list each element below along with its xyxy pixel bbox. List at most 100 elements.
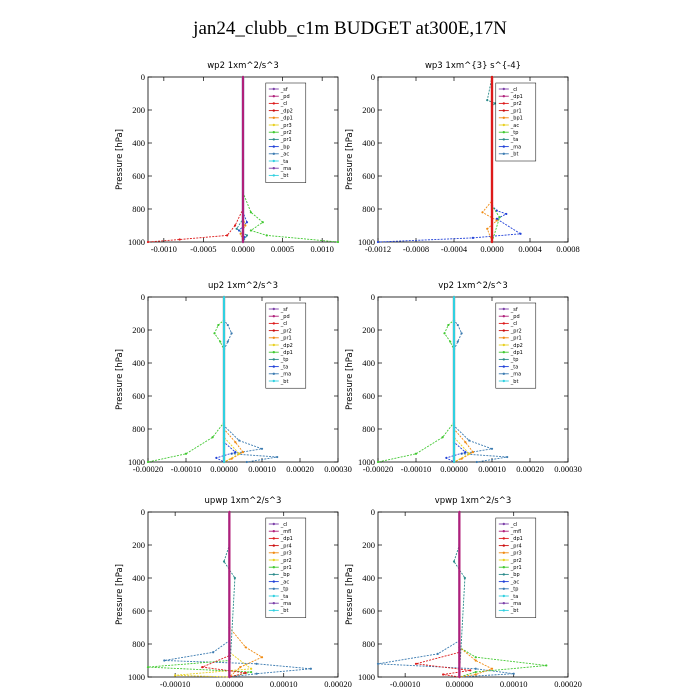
legend-entry: _ta	[280, 159, 289, 165]
legend-marker	[502, 587, 505, 590]
legend-entry: _pr1	[280, 336, 292, 342]
series-line-ac	[223, 512, 236, 678]
legend-marker	[272, 131, 275, 134]
y-axis-label: Pressure [hPa]	[345, 129, 355, 190]
legend-marker	[272, 365, 275, 368]
y-tick-label: 1000	[358, 672, 375, 682]
y-axis-label: Pressure [hPa]	[345, 349, 355, 410]
legend-marker	[272, 379, 275, 383]
legend-box	[495, 517, 537, 618]
legend-entry: _dp2	[280, 108, 293, 114]
data-point-pr1	[490, 667, 494, 670]
y-tick-label: 400	[132, 573, 145, 583]
legend-marker	[502, 351, 505, 354]
y-tick-label: 1000	[358, 457, 375, 467]
legend-marker	[272, 594, 275, 598]
legend-marker	[272, 123, 275, 127]
legend-marker	[272, 167, 275, 170]
data-point-pr2	[239, 232, 242, 235]
x-tick-label: 0.00000	[210, 464, 238, 474]
y-tick-label: 200	[362, 540, 375, 550]
panel-wp2: wp2 1xm^2/s^3 Pressure [hPa] 0 200 400 600 800…	[115, 61, 340, 254]
legend-entry: _ac	[280, 579, 290, 585]
legend-entry: _pd	[280, 314, 290, 320]
legend-entry: _pr1	[280, 137, 292, 143]
x-tick-label: 0.00030	[554, 464, 582, 474]
data-point-tp	[456, 323, 459, 327]
data-point-dp1	[449, 340, 452, 343]
x-tick-label: -0.0005	[190, 244, 216, 254]
data-point-tp	[276, 455, 279, 459]
y-tick-label: 0	[371, 292, 375, 302]
legend-marker	[272, 580, 275, 583]
plot-frame	[147, 296, 339, 463]
y-tick-label: 1000	[128, 672, 145, 682]
legend-entry: _tp	[280, 357, 289, 363]
legend-entry: _ma	[510, 144, 521, 150]
legend-entry: _bp	[280, 572, 290, 578]
data-point-pr2	[481, 211, 484, 214]
legend-marker	[502, 551, 505, 554]
legend-marker	[272, 558, 275, 562]
y-tick-label: 600	[362, 606, 375, 616]
y-tick-label: 400	[132, 358, 145, 368]
y-tick-label: 400	[362, 138, 375, 148]
data-point-dp1	[211, 436, 214, 439]
series-line-dp1	[377, 297, 455, 463]
legend-marker	[502, 87, 505, 91]
series-line-pr1	[453, 297, 474, 463]
y-tick-label: 0	[141, 507, 145, 517]
legend-marker	[272, 95, 275, 98]
legend-marker	[502, 580, 505, 583]
series-line-ac	[453, 512, 466, 678]
data-point-tp	[456, 340, 459, 343]
legend-entry: _ta	[510, 137, 519, 143]
legend-entry: _tp	[510, 587, 519, 593]
legend-entry: _ac	[280, 152, 290, 158]
legend-entry: _pr4	[280, 543, 292, 549]
plot-frame	[147, 511, 339, 678]
panel-vpwp: vpwp 1xm^2/s^3 Pressure [hPa] 0 200 400 600 80…	[345, 496, 582, 689]
legend-marker	[272, 372, 275, 375]
legend-entry: _mfl	[510, 529, 522, 535]
legend-marker	[502, 558, 505, 562]
legend-marker	[502, 609, 505, 612]
y-axis-label: Pressure [hPa]	[115, 349, 125, 410]
legend-entry: _cl	[510, 87, 518, 93]
legend-marker	[502, 329, 505, 332]
data-point-tp	[475, 460, 478, 464]
data-point-tp	[245, 460, 248, 464]
data-point-pr1	[244, 646, 247, 649]
legend-marker	[502, 566, 505, 569]
legend-marker	[272, 174, 275, 177]
legend-marker	[502, 365, 505, 368]
panel-title: up2 1xm^2/s^3	[208, 281, 278, 291]
data-point-dp1	[233, 224, 237, 227]
legend-entry: _cl	[280, 522, 288, 528]
series-line-pr2	[481, 77, 498, 243]
data-point-dp1	[226, 234, 229, 237]
x-tick-label: 0.00010	[270, 679, 298, 689]
data-point-pr1	[261, 221, 264, 224]
data-point-pr1	[230, 457, 233, 460]
data-point-pr1	[234, 441, 237, 444]
legend-entry: _pr2	[510, 328, 522, 334]
x-tick-label: 0.00010	[478, 464, 506, 474]
data-point-ac	[245, 234, 249, 237]
data-point-ta	[505, 212, 508, 216]
data-point-tp	[376, 662, 380, 665]
legend-marker	[502, 123, 505, 127]
data-point-pr1	[249, 229, 253, 232]
legend-marker	[272, 329, 275, 332]
data-point-tp	[493, 102, 496, 105]
legend-marker	[502, 109, 505, 112]
legend-marker	[272, 322, 275, 325]
legend-marker	[502, 336, 505, 339]
data-point-pr1	[241, 451, 245, 454]
data-point-pr2	[244, 224, 247, 227]
x-tick-label: 0.0010	[310, 244, 333, 254]
legend-entry: _dp1	[280, 116, 293, 122]
series-line-tp	[377, 512, 514, 678]
y-tick-label: 600	[362, 171, 375, 181]
x-tick-label: 0.00000	[440, 464, 468, 474]
